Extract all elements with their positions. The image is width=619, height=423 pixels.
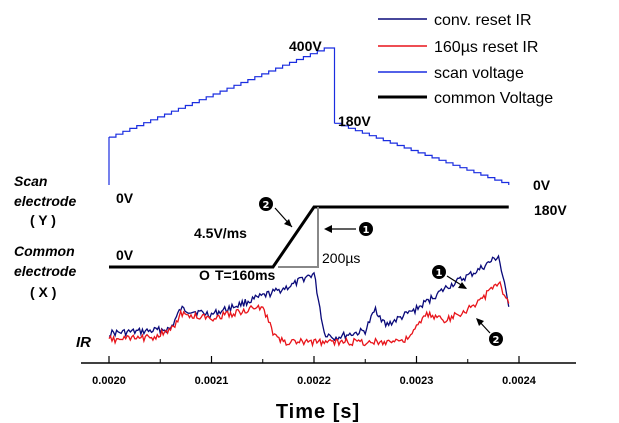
series-160us-reset-ir xyxy=(108,280,510,348)
legend-label-160: 160µs reset IR xyxy=(434,39,538,56)
annot-0v-common: 0V xyxy=(116,247,134,263)
common-label-2: electrode xyxy=(14,263,76,279)
annot-slope: 4.5V/ms xyxy=(194,225,247,241)
x-tick-label: 0.0020 xyxy=(92,375,126,387)
annot-width: 200µs xyxy=(322,250,360,266)
annot-0v-scan: 0V xyxy=(116,190,134,206)
scan-label-1: Scan xyxy=(14,173,47,189)
marker-2-ir: 2 xyxy=(476,318,503,346)
legend-label-scan: scan voltage xyxy=(434,65,524,82)
legend-label-conv: conv. reset IR xyxy=(434,12,532,29)
x-tick-label: 0.0023 xyxy=(400,375,434,387)
y-axis-label: IR xyxy=(76,334,91,351)
marker-1-top-text: 1 xyxy=(363,225,370,236)
width-bracket xyxy=(278,207,319,268)
annot-tlabel: T=160ms xyxy=(215,267,276,283)
legend: conv. reset IR 160µs reset IR scan volta… xyxy=(378,12,553,107)
x-tick-label: 0.0021 xyxy=(195,375,229,387)
annot-0v-scan-end: 0V xyxy=(533,177,551,193)
annot-circle: O xyxy=(199,267,210,283)
legend-label-common: common Voltage xyxy=(434,90,553,107)
marker-1-top: 1 xyxy=(324,222,373,236)
scan-label-3: ( Y ) xyxy=(30,212,56,228)
x-axis-label: Time [s] xyxy=(276,401,360,423)
series-scan-voltage xyxy=(108,47,510,185)
x-tick-label: 0.0024 xyxy=(502,375,537,387)
marker-2-ir-text: 2 xyxy=(493,335,500,346)
annot-180v-scan: 180V xyxy=(338,113,371,129)
common-label-3: ( X ) xyxy=(30,284,56,300)
x-tick-label: 0.0022 xyxy=(297,375,331,387)
annot-400v: 400V xyxy=(289,38,322,54)
marker-2-top: 2 xyxy=(259,197,293,228)
marker-1-ir: 1 xyxy=(432,265,467,289)
scan-label-2: electrode xyxy=(14,193,76,209)
annot-180v-common: 180V xyxy=(534,202,567,218)
common-label-1: Common xyxy=(14,243,75,259)
series-common-voltage xyxy=(109,205,509,269)
marker-1-ir-text: 1 xyxy=(436,268,443,279)
series-conv-reset-ir xyxy=(108,254,510,342)
marker-2-top-text: 2 xyxy=(263,200,270,211)
x-ticks: 0.0020 0.0021 0.0022 0.0023 0.0024 xyxy=(92,356,537,387)
